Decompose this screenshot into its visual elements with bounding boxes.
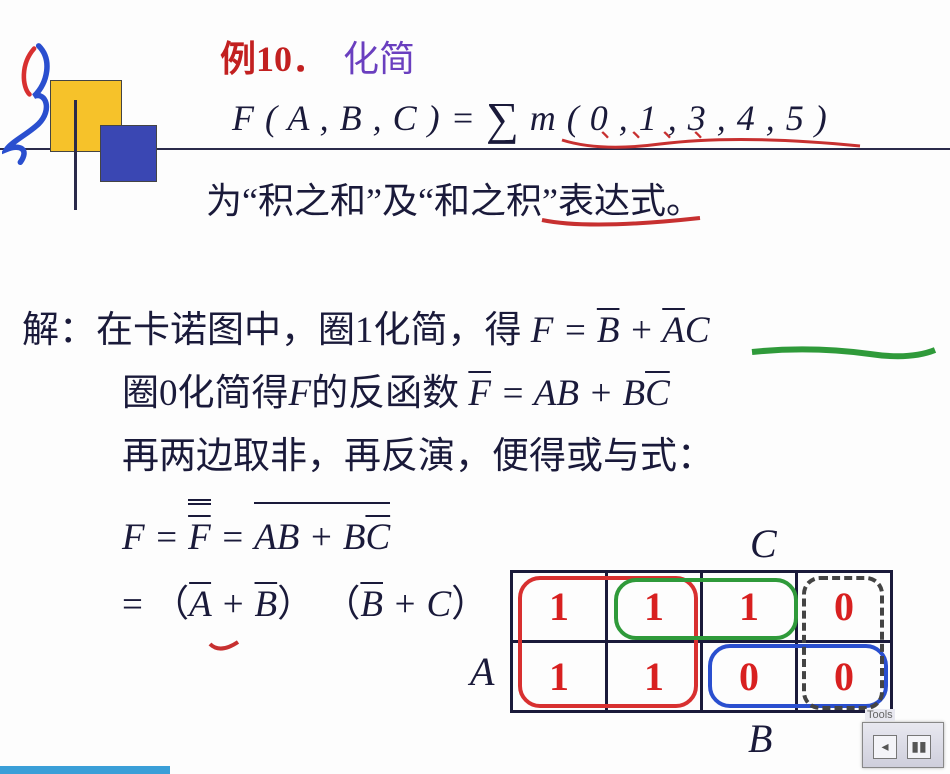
annotation-minterm-dots: 、、、、 [600, 108, 737, 145]
logo-blue-square [100, 125, 157, 182]
f2-notB: B [255, 584, 278, 625]
f1-double-not-F: F [188, 499, 211, 570]
karnaugh-map: C A B 1 1 1 0 1 1 0 0 [510, 570, 893, 713]
sol2-eq: = [491, 373, 534, 414]
slide: 例10． 化简 F ( A , B , C ) = ∑ m ( 0 , 1 , … [0, 0, 950, 774]
bottom-accent-bar [0, 766, 170, 774]
annotation-f-tick [208, 638, 242, 656]
solution-line-1: 解：在卡诺图中，圈1化简，得 F = B + AC [22, 300, 714, 363]
problem-equation: F ( A , B , C ) = ∑ m ( 0 , 1 , 3 , 4 , … [232, 88, 828, 141]
tools-title: Tools [865, 709, 895, 721]
desc-pre: 为“ [206, 181, 258, 221]
kmap-label-C: C [750, 520, 777, 567]
sol1-lhs: F = [531, 310, 588, 351]
sol2-F: F [289, 373, 312, 414]
sol2-pre: 圈0化简得 [122, 373, 289, 414]
sol1-notB: B [597, 310, 620, 351]
sol2-mid: 的反函数 [311, 373, 468, 414]
f2-eq: = （ [122, 584, 189, 625]
sigma-symbol: ∑ [486, 93, 520, 144]
sol2-notC: C [645, 373, 670, 414]
tools-palette[interactable]: Tools ◂ ▮▮ [862, 722, 944, 768]
sol2-rhs: AB + B [534, 373, 645, 414]
f2-plus: + [211, 584, 254, 625]
example-title: 例10． 化简 [220, 30, 415, 82]
kmap-label-B: B [748, 715, 772, 762]
example-title-text: 化简 [343, 39, 415, 79]
f1-rhs-outer: AB + BC [254, 502, 390, 570]
sol1-plus: + [619, 310, 662, 351]
f2-notA: A [189, 584, 211, 625]
eq-m: m [530, 98, 557, 138]
solution-line-2: 圈0化简得F的反函数 F = AB + BC [122, 363, 714, 426]
annotation-sop-underline [750, 344, 940, 364]
problem-description: 为“积之和”及“和之积”表达式。 [206, 172, 702, 224]
sol3-text: 再两边取非，再反演，便得或与式： [122, 436, 714, 477]
brush-icon [2, 40, 57, 180]
f2-notB2: B [360, 584, 383, 625]
solution-label: 解： [22, 310, 96, 351]
example-number: 例10． [220, 39, 328, 79]
logo-divider [74, 100, 77, 210]
kmap-label-A: A [470, 648, 494, 695]
f1-eq: = [211, 517, 254, 558]
solution-final-1: F = F = AB + BC [122, 499, 714, 570]
logo [0, 40, 160, 190]
desc-post: ”表达式。 [542, 181, 702, 221]
sol1-C: C [685, 310, 710, 351]
desc-mid: ”及“ [366, 181, 434, 221]
tools-next-button[interactable]: ▮▮ [907, 735, 931, 759]
desc-pos: 和之积 [434, 181, 542, 221]
f2-mid: ） （ [277, 584, 360, 625]
sol1-text: 在卡诺图中，圈1化简，得 [96, 310, 531, 351]
sol1-notA: A [662, 310, 685, 351]
sol2-notF: F [468, 373, 491, 414]
desc-sop: 积之和 [258, 181, 366, 221]
kmap-group-dashed [802, 576, 884, 710]
f2-end: ） [451, 584, 488, 625]
eq-lhs: F ( A , B , C ) = [232, 98, 476, 138]
f2-plus2: + [383, 584, 426, 625]
tools-prev-button[interactable]: ◂ [873, 735, 897, 759]
kmap-group-green [614, 578, 798, 640]
solution-line-3: 再两边取非，再反演，便得或与式： [122, 426, 714, 489]
f1-lhs: F = [122, 517, 188, 558]
f2-C: C [426, 584, 451, 625]
